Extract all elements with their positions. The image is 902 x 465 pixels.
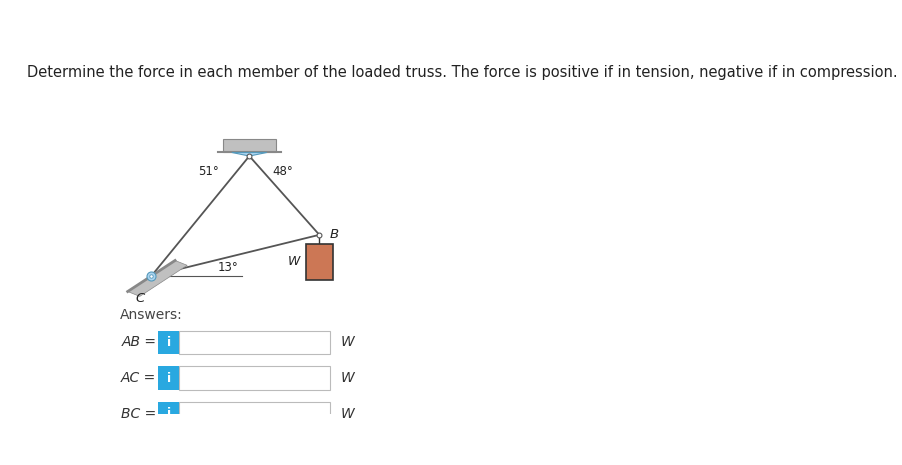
Text: i: i — [167, 407, 170, 420]
Text: W: W — [340, 335, 354, 349]
FancyBboxPatch shape — [158, 402, 179, 425]
Polygon shape — [232, 153, 267, 156]
Text: i: i — [167, 336, 170, 349]
Text: B: B — [329, 227, 338, 240]
FancyBboxPatch shape — [179, 402, 329, 425]
Text: 13°: 13° — [217, 261, 238, 274]
FancyBboxPatch shape — [179, 366, 329, 390]
Text: AB =: AB = — [121, 335, 156, 349]
Bar — [306, 244, 332, 279]
Text: BC =: BC = — [121, 407, 156, 421]
FancyBboxPatch shape — [158, 331, 179, 354]
Text: AC =: AC = — [121, 371, 156, 385]
Text: 48°: 48° — [272, 165, 293, 178]
Text: W: W — [288, 255, 300, 268]
Text: 51°: 51° — [198, 165, 219, 178]
FancyBboxPatch shape — [179, 331, 329, 354]
Polygon shape — [127, 260, 187, 296]
Text: W: W — [340, 407, 354, 421]
Bar — [223, 139, 276, 153]
Text: i: i — [167, 372, 170, 385]
Text: C: C — [135, 292, 144, 305]
Text: Answers:: Answers: — [120, 308, 182, 322]
Text: A: A — [263, 141, 272, 154]
Text: W: W — [340, 371, 354, 385]
FancyBboxPatch shape — [158, 366, 179, 390]
Text: Determine the force in each member of the loaded truss. The force is positive if: Determine the force in each member of th… — [27, 65, 897, 80]
